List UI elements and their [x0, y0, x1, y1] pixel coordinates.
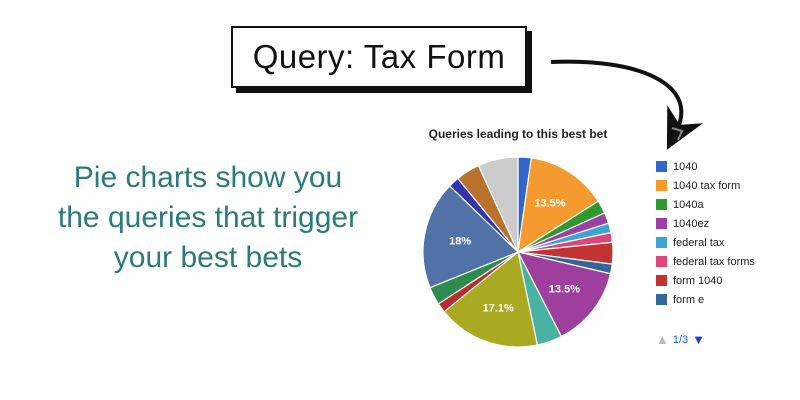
- legend-item[interactable]: form 1040: [656, 271, 755, 290]
- headline-line-2: the queries that trigger: [57, 201, 359, 234]
- legend-label: federal tax: [673, 236, 725, 249]
- pie-slice[interactable]: [517, 157, 600, 254]
- legend-item[interactable]: 1040ez: [656, 214, 755, 233]
- legend-swatch: [656, 294, 667, 305]
- headline-text: Pie charts show you the queries that tri…: [8, 158, 408, 278]
- legend-item[interactable]: federal tax forms: [656, 252, 755, 271]
- pie-slice[interactable]: [443, 250, 539, 348]
- pager-next-icon[interactable]: ▼: [692, 332, 706, 347]
- legend-label: federal tax forms: [673, 255, 755, 268]
- pie-slice[interactable]: [422, 185, 520, 289]
- pie-slice[interactable]: [516, 251, 612, 338]
- legend-swatch: [656, 275, 667, 286]
- legend-swatch: [656, 256, 667, 267]
- legend-swatch: [656, 199, 667, 210]
- pie-slice-label: 13.5%: [549, 283, 580, 295]
- legend-swatch: [656, 237, 667, 248]
- legend-label: 1040a: [673, 198, 704, 211]
- legend-item[interactable]: 1040 tax form: [656, 176, 755, 195]
- legend-label: 1040ez: [673, 217, 710, 230]
- legend-item[interactable]: federal tax: [656, 233, 755, 252]
- query-callout-box: Query: Tax Form: [231, 26, 527, 88]
- legend-swatch: [656, 218, 667, 229]
- legend-label: form e: [673, 293, 705, 306]
- chart-legend: 1040 1040 tax form 1040a 1040ez federal …: [656, 157, 755, 309]
- legend-label: form 1040: [673, 274, 723, 287]
- legend-label: 1040 tax form: [673, 179, 741, 192]
- headline-line-1: Pie charts show you: [73, 161, 343, 194]
- arrow-tip-shadow: [671, 127, 684, 141]
- pie-slice[interactable]: [477, 156, 519, 253]
- legend-pager: ▲ 1/3 ▼: [656, 332, 705, 347]
- legend-swatch: [656, 180, 667, 191]
- pie-slice-label: 13.5%: [534, 198, 565, 210]
- legend-label: 1040: [673, 160, 698, 173]
- pager-page-indicator: 1/3: [672, 333, 689, 346]
- pager-prev-icon[interactable]: ▲: [656, 332, 669, 347]
- legend-item[interactable]: 1040a: [656, 195, 755, 214]
- query-label: Query: Tax Form: [252, 38, 506, 75]
- chart-title: Queries leading to this best bet: [428, 127, 608, 141]
- pie-slice-label: 17.1%: [483, 302, 514, 314]
- curved-arrow: [550, 59, 703, 150]
- legend-swatch: [656, 161, 667, 172]
- legend-item[interactable]: 1040: [656, 157, 755, 176]
- legend-item[interactable]: form e: [656, 290, 755, 309]
- pie-slice-label: 18%: [449, 236, 471, 248]
- headline-line-3: your best bets: [113, 241, 303, 274]
